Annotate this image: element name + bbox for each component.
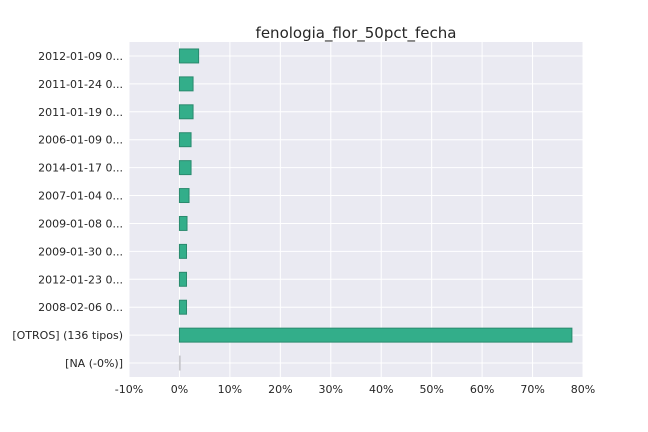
x-tick-label: 50% xyxy=(419,383,443,396)
x-tick-label: 80% xyxy=(571,383,595,396)
bar xyxy=(178,215,188,231)
bar xyxy=(178,160,192,176)
y-tick-label: 2006-01-09 0... xyxy=(38,134,123,147)
y-tick-label: 2007-01-04 0... xyxy=(38,190,123,203)
x-tick-labels: -10% 0% 10% 20% 30% 40% 50% 60% 70% 80% xyxy=(115,383,595,396)
x-tick-label: 30% xyxy=(319,383,343,396)
y-tick-label: [NA (-0%)] xyxy=(65,357,123,370)
y-tick-label: 2009-01-08 0... xyxy=(38,217,123,230)
plot-area xyxy=(129,42,583,377)
y-tick-label: 2012-01-23 0... xyxy=(38,273,123,286)
bar xyxy=(178,132,192,148)
bar xyxy=(178,271,188,287)
x-tick-label: 20% xyxy=(268,383,292,396)
bar xyxy=(178,188,190,204)
y-tick-label: 2008-02-06 0... xyxy=(38,301,123,314)
y-tick-label: 2011-01-24 0... xyxy=(38,78,123,91)
bars xyxy=(178,48,573,371)
chart-title: fenologia_flor_50pct_fecha xyxy=(256,24,457,43)
x-tick-label: 10% xyxy=(218,383,242,396)
y-tick-label: [OTROS] (136 tipos) xyxy=(12,329,123,342)
bar xyxy=(178,243,188,259)
y-tick-label: 2011-01-19 0... xyxy=(38,106,123,119)
x-tick-label: 0% xyxy=(171,383,188,396)
gridlines xyxy=(128,42,584,377)
x-tick-label: -10% xyxy=(115,383,143,396)
y-tick-labels: 2012-01-09 0... 2011-01-24 0... 2011-01-19… xyxy=(12,50,123,370)
y-tick-label: 2014-01-17 0... xyxy=(38,162,123,175)
bar xyxy=(178,355,181,371)
y-tick-label: 2009-01-30 0... xyxy=(38,245,123,258)
x-tick-label: 60% xyxy=(470,383,494,396)
y-tick-label: 2012-01-09 0... xyxy=(38,50,123,63)
bar xyxy=(178,299,188,315)
bar xyxy=(178,327,573,343)
bar xyxy=(178,104,194,120)
bar xyxy=(178,48,200,64)
x-tick-label: 40% xyxy=(369,383,393,396)
bar xyxy=(178,76,194,92)
x-tick-label: 70% xyxy=(520,383,544,396)
